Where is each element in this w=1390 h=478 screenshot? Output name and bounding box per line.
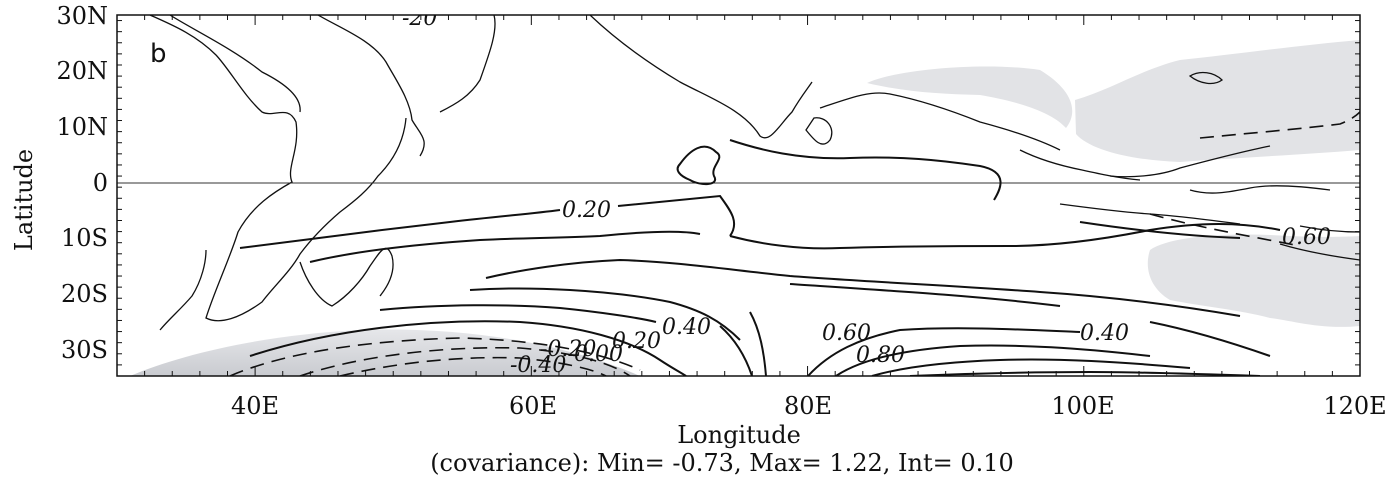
negative-region-southeast-asia [867, 66, 1073, 128]
coastlines [149, 15, 1360, 331]
y-tick-label-0: 0 [93, 169, 108, 197]
contour-label-5: 0.40 [1080, 321, 1129, 346]
contour-label-9: -0.40 [510, 353, 566, 378]
y-tick-label-30n: 30N [56, 2, 108, 30]
contour-label-4: 0.80 [856, 343, 905, 368]
negative-contours [229, 111, 1360, 376]
x-tick-label-100e: 100E [1051, 392, 1114, 420]
contour-label-3: 0.60 [822, 321, 871, 346]
contour-label-2: 0.40 [662, 315, 711, 340]
negative-region-east-asia [1075, 40, 1360, 162]
x-axis-title: Longitude [677, 421, 801, 449]
negative-region-australia [1147, 234, 1360, 327]
y-tick-label-10n: 10N [56, 113, 108, 141]
contour-label-7: 0.00 [574, 342, 623, 367]
y-axis-title: Latitude [10, 149, 38, 251]
y-tick-label-30s: 30S [61, 336, 108, 364]
x-tick-label-60e: 60E [509, 392, 557, 420]
x-tick-label-120e: 120E [1323, 392, 1386, 420]
caption: (covariance): Min= -0.73, Max= 1.22, Int… [430, 449, 1014, 477]
positive-contours [239, 139, 1281, 376]
panel-letter: b [150, 39, 167, 69]
axis-ticks [116, 15, 1361, 377]
contour-label-8: -0.20 [540, 337, 596, 362]
plot-frame [116, 14, 1361, 377]
contour-label-top-clipped: -20 [402, 6, 437, 31]
x-tick-label-80e: 80E [784, 392, 832, 420]
contour-label-6: 0.20 [612, 329, 661, 354]
y-tick-label-20s: 20S [61, 280, 108, 308]
y-tick-label-20n: 20N [56, 57, 108, 85]
y-tick-label-10s: 10S [61, 224, 108, 252]
contour-label-1: 0.20 [562, 198, 611, 223]
x-tick-label-40e: 40E [231, 392, 279, 420]
contour-label-10: 0.60 [1282, 225, 1331, 250]
